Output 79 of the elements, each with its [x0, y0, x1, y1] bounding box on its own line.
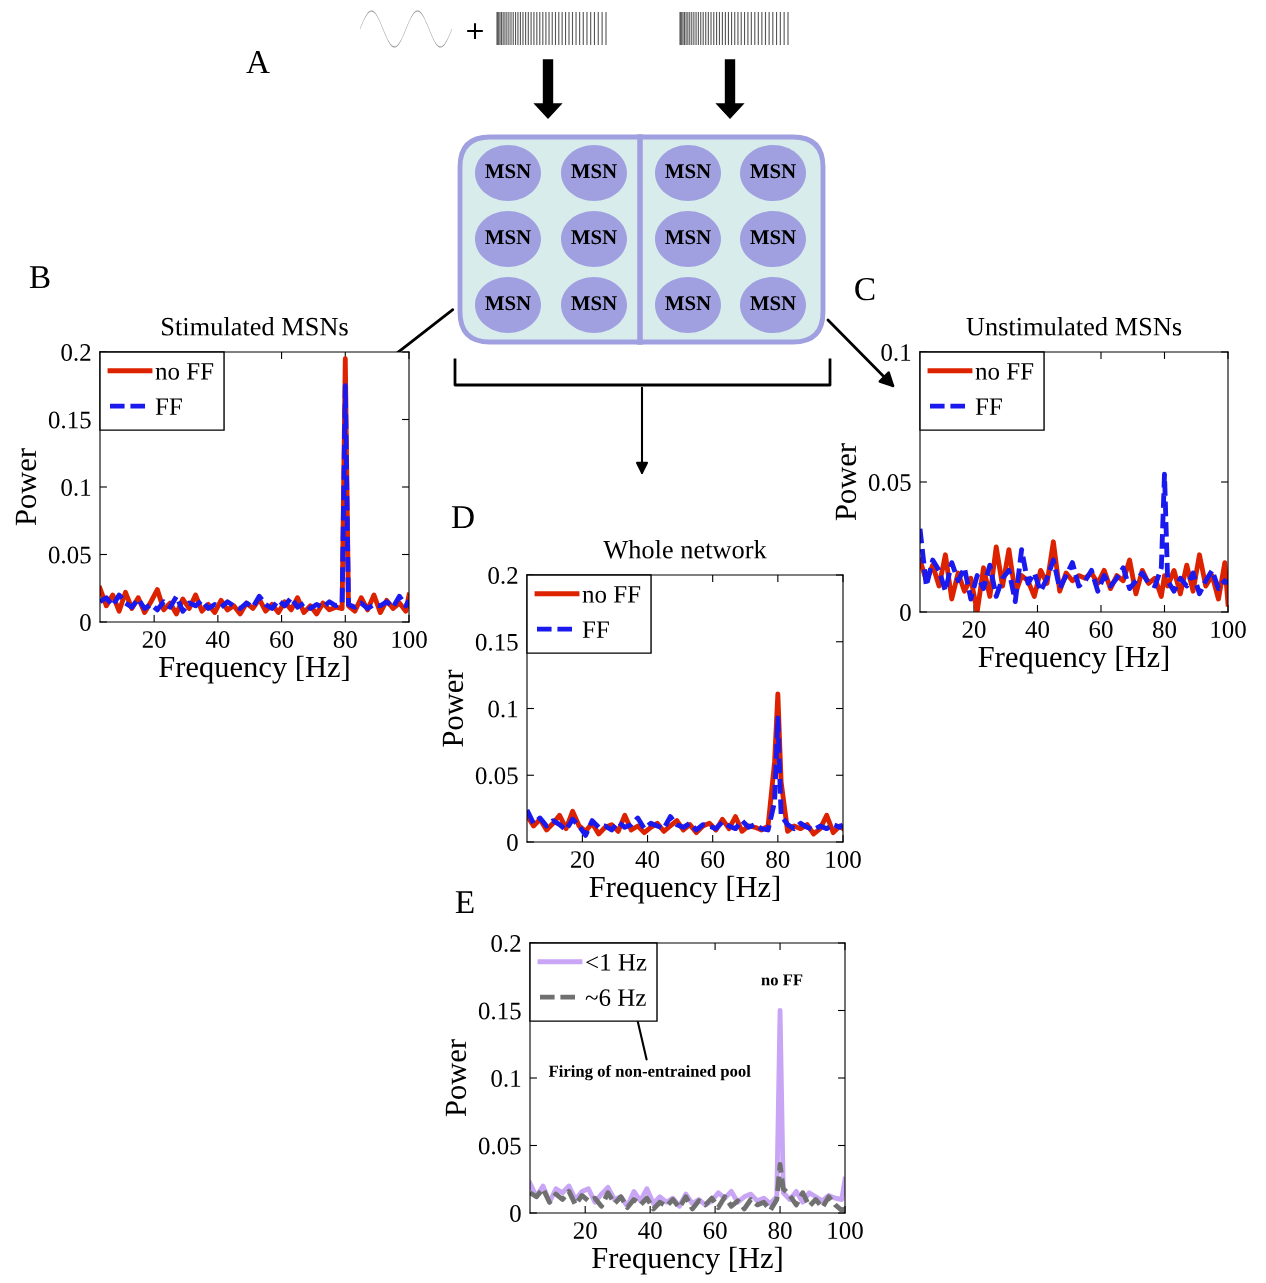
legend-label: no FF	[975, 363, 1034, 380]
text: B	[29, 266, 50, 289]
y-tick-label: 0.15	[475, 633, 518, 651]
line-series	[920, 471, 1228, 605]
y-tick-label: 0	[80, 614, 91, 631]
y-tick-label: 0	[507, 834, 518, 851]
text: +	[467, 23, 483, 39]
x-tick-label: 60	[270, 631, 294, 648]
x-tick-label: 20	[570, 851, 594, 868]
x-axis-title: Frequency [Hz]	[978, 645, 1169, 674]
y-tick-label: 0.1	[881, 344, 911, 362]
text: E	[455, 891, 474, 914]
x-tick-label: 100	[392, 631, 427, 648]
y-tick-label: 0.15	[478, 1002, 521, 1020]
text: A	[246, 51, 270, 74]
x-tick-label: 80	[766, 851, 790, 868]
text: MSN	[750, 164, 796, 179]
text: MSN	[750, 230, 796, 245]
text: C	[855, 277, 875, 301]
text: MSN	[571, 164, 617, 179]
y-axis-title: Power	[835, 443, 857, 521]
x-tick-label: 60	[701, 851, 725, 868]
text: D	[451, 506, 474, 529]
x-tick-label: 20	[573, 1222, 597, 1239]
legend-label: FF	[155, 398, 182, 415]
text: MSN	[571, 230, 617, 245]
text: MSN	[665, 230, 711, 245]
x-tick-label: 60	[1089, 621, 1113, 638]
x-tick-label: 40	[1025, 621, 1050, 638]
legend-label: FF	[975, 398, 1002, 415]
legend-label: ~6 Hz	[585, 989, 646, 1007]
text: MSN	[571, 296, 617, 311]
y-tick-label: 0.2	[491, 935, 521, 953]
y-tick-label: 0.1	[61, 479, 91, 497]
chart-title: Whole network	[603, 540, 767, 559]
y-tick-label: 0.1	[491, 1070, 521, 1088]
y-tick-label: 0.05	[48, 546, 91, 564]
x-axis-title: Frequency [Hz]	[159, 655, 349, 684]
text: MSN	[750, 296, 796, 311]
y-axis-title: Power	[445, 1039, 467, 1117]
y-tick-label: 0	[510, 1205, 521, 1222]
y-tick-label: 0.05	[475, 767, 518, 785]
x-tick-label: 100	[826, 851, 861, 868]
line-series	[527, 715, 843, 838]
x-axis-title: Frequency [Hz]	[589, 875, 780, 904]
y-tick-label: 0.2	[488, 567, 518, 585]
x-tick-label: 40	[635, 851, 660, 868]
text: MSN	[665, 164, 711, 179]
x-tick-label: 20	[962, 621, 986, 638]
annotation: Firing of non-entrained pool	[548, 1064, 751, 1081]
y-tick-label: 0.05	[868, 474, 911, 492]
text: MSN	[485, 164, 531, 179]
x-tick-label: 40	[638, 1222, 662, 1239]
annotation: no FF	[761, 974, 803, 986]
y-tick-label: 0	[900, 604, 911, 621]
chart-title: Unstimulated MSNs	[966, 317, 1182, 336]
y-tick-label: 0.2	[61, 344, 91, 362]
legend-label: <1 Hz	[586, 954, 647, 971]
x-tick-label: 40	[205, 631, 230, 648]
chart-title: Stimulated MSNs	[162, 317, 348, 336]
x-tick-label: 100	[1211, 621, 1246, 638]
text: MSN	[485, 230, 531, 245]
x-tick-label: 100	[828, 1222, 863, 1239]
x-axis-title: Frequency [Hz]	[592, 1246, 782, 1275]
y-tick-label: 0.1	[488, 700, 518, 718]
y-axis-title: Power	[15, 448, 37, 526]
x-tick-label: 20	[142, 631, 166, 648]
text: MSN	[665, 296, 711, 311]
y-axis-title: Power	[442, 669, 464, 747]
legend-label: no FF	[582, 586, 641, 603]
y-tick-label: 0.15	[48, 411, 91, 429]
text: MSN	[485, 296, 531, 311]
legend-label: FF	[582, 621, 609, 638]
x-tick-label: 80	[333, 631, 357, 648]
x-tick-label: 80	[768, 1222, 792, 1239]
x-tick-label: 80	[1152, 621, 1177, 638]
x-tick-label: 60	[703, 1222, 727, 1239]
legend-label: no FF	[155, 363, 214, 380]
y-tick-label: 0.05	[478, 1137, 521, 1155]
